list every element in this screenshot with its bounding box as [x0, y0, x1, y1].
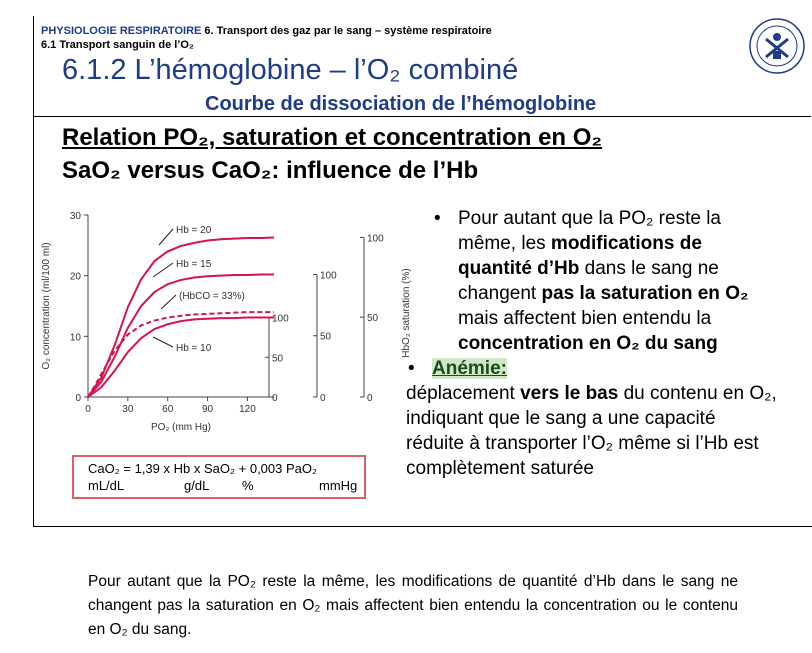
curve-label-arrow	[152, 262, 174, 278]
curve-label-arrow	[160, 294, 177, 310]
x-tick-label: 60	[162, 404, 174, 415]
formula-unit-cao2: mL/dL	[88, 478, 125, 493]
curve-label: Hb = 20	[176, 225, 212, 236]
x-tick-label: 120	[239, 404, 256, 415]
curve-hb-15	[87, 273, 274, 398]
slide-frame	[33, 16, 812, 527]
curve-label: Hb = 15	[176, 259, 212, 270]
x-tick-label: 30	[122, 404, 134, 415]
curve-label: Hb = 10	[176, 343, 212, 354]
section-name: 6.1 Transport sanguin de l’O₂	[41, 39, 194, 51]
saturation-scale-label: 50	[320, 332, 332, 343]
formula-unit-hb: g/dL	[184, 478, 210, 493]
bullet-text: du contenu en O₂, indiquant que le sang …	[406, 383, 777, 479]
bullet-text: dans le sang ne changent	[458, 258, 719, 304]
bullet-emphasis: vers le bas	[520, 383, 619, 404]
dissociation-chart: 0 10 20 30 0 30 60 90 120 PO₂ (mm Hg) O₂ concentra…	[41, 211, 412, 433]
y-tick-label: 20	[70, 272, 82, 283]
bullet-text: Pour autant que la PO₂ reste la même, le…	[458, 208, 721, 254]
bullet-emphasis: modifications de quantité d’Hb	[458, 233, 702, 279]
header-breadcrumb: PHYSIOLOGIE RESPIRATOIRE 6. Transport de…	[41, 25, 492, 37]
cao2-formula-box: CaO₂ = 1,39 x Hb x SaO₂ + 0,003 PaO₂ mL/…	[72, 455, 366, 499]
saturation-scale-label: 100	[272, 314, 289, 325]
chapter-name: 6. Transport des gaz par le sang – systè…	[204, 25, 492, 37]
curve-hb-10	[87, 316, 274, 398]
bullet-marker: •	[408, 358, 415, 379]
formula-unit-pao2: mmHg	[319, 478, 358, 493]
saturation-scale-label: 100	[320, 270, 337, 281]
x-tick-label: 0	[85, 404, 91, 415]
y-tick-label: 30	[70, 211, 82, 222]
curve-hb-20	[87, 236, 275, 398]
saturation-scale-label: 0	[272, 393, 278, 404]
cao2-formula: CaO₂ = 1,39 x Hb x SaO₂ + 0,003 PaO₂	[88, 461, 318, 476]
y-axis-label: O₂ concentration (ml/100 ml)	[41, 242, 52, 369]
bullet-hb-quantity: • Pour autant que la PO₂ reste la même, l…	[432, 206, 777, 356]
caption-text: Pour autant que la PO₂ reste la même, le…	[88, 573, 738, 638]
x-tick-label: 90	[202, 404, 214, 415]
bullet-text: déplacement	[406, 383, 521, 404]
bullet-emphasis: pas la saturation en O₂	[541, 283, 749, 304]
university-seal-logo	[749, 18, 805, 74]
page-subtitle: Courbe de dissociation de l’hémoglobine	[205, 93, 597, 115]
bullet-list: • Pour autant que la PO₂ reste la même, l…	[406, 206, 777, 481]
bullet-anemia: • Anémie: déplacement vers le bas du conte…	[406, 356, 777, 481]
right-axis-label: HbO₂ saturation (%)	[401, 268, 412, 357]
bullet-marker: •	[434, 208, 441, 229]
dissociation-curve-figure: 0 10 20 30 0 30 60 90 120 PO₂ (mm Hg) O₂ concentra…	[33, 205, 423, 505]
curve-label-arrow	[158, 228, 174, 246]
page-title: 6.1.2 L’hémoglobine – l’O₂ combiné	[62, 54, 519, 86]
bullet-emphasis: concentration en O₂ du sang	[458, 333, 718, 354]
saturation-scale-label: 0	[367, 393, 373, 404]
saturation-scale-label: 100	[367, 233, 384, 244]
anemia-label: Anémie:	[432, 358, 507, 379]
saturation-scale-label: 0	[320, 393, 326, 404]
curve-label: (HbCO = 33%)	[179, 291, 245, 302]
curve-hbco-33	[87, 311, 274, 398]
y-tick-label: 0	[75, 393, 81, 404]
saturation-scale-label: 50	[367, 313, 379, 324]
title-divider	[33, 116, 811, 117]
saturation-scale-label: 50	[272, 353, 284, 364]
section-heading-relation: Relation PO₂, saturation et concentratio…	[62, 124, 603, 151]
curve-label-arrow	[152, 336, 174, 348]
bullet-text: mais affectent bien entendu la	[458, 308, 712, 329]
x-axis-label: PO₂ (mm Hg)	[151, 422, 211, 433]
section-heading-sao2-vs-cao2: SaO₂ versus CaO₂: influence de l’Hb	[62, 157, 479, 184]
formula-units: mL/dL g/dL % mmHg	[88, 478, 364, 494]
y-tick-label: 10	[70, 332, 82, 343]
course-name: PHYSIOLOGIE RESPIRATOIRE	[41, 25, 202, 37]
formula-unit-sao2: %	[242, 478, 254, 493]
